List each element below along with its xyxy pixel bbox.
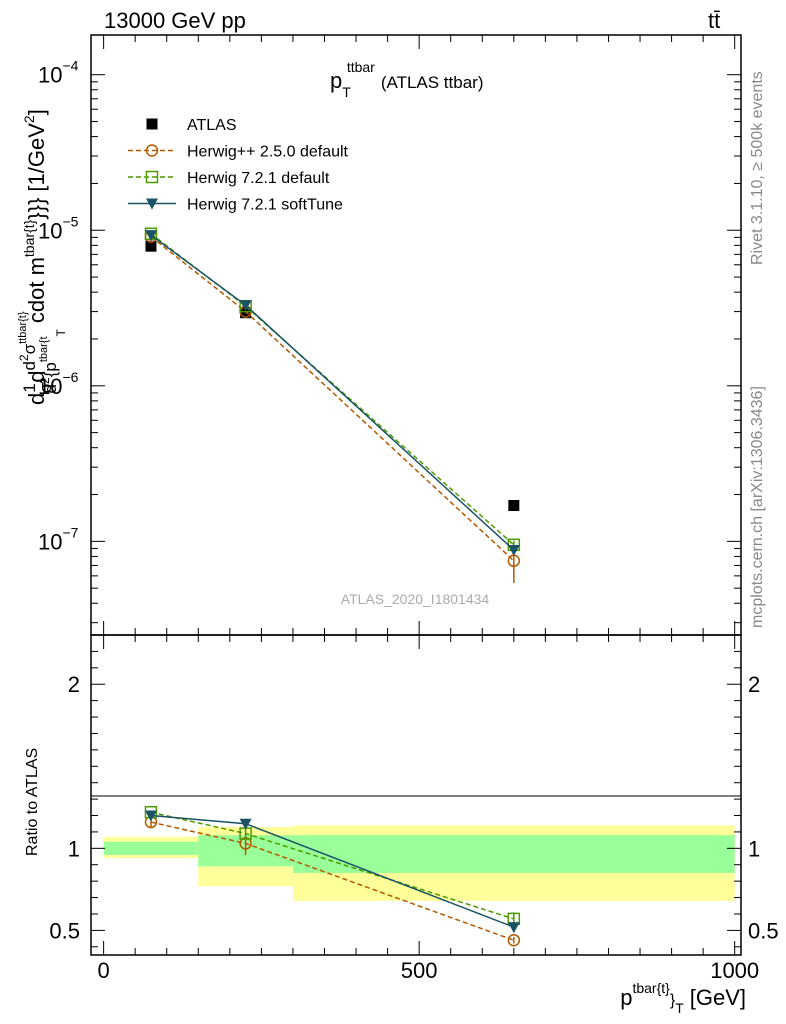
ratio-y-tick-label: 2 (68, 672, 80, 697)
main-plot-panel: 10−7 10−6 10−5 10−4 pTttbar(ATLAS ttbar) AT… (17, 34, 742, 636)
legend-entry-label: ATLAS (187, 117, 237, 134)
main-data-point (507, 544, 520, 556)
legend-marker (145, 144, 159, 157)
ratio-y-tick-label-right: 2 (748, 672, 760, 697)
main-y-tick-label: 10−6 (38, 369, 79, 399)
main-data-point (508, 500, 520, 512)
main-y-axis-label: d1σdd2σttbar{t}d2{ptbar{tTcdot mtbar{t}}… (17, 109, 68, 405)
legend-entry-label: Herwig 7.2.1 default (187, 170, 330, 187)
ratio-y-tick-label-right: 0.5 (748, 918, 779, 943)
ratio-data-point (507, 922, 520, 934)
main-series-line (150, 236, 515, 562)
main-data-point (239, 300, 252, 312)
x-tick-label: 0 (97, 958, 109, 983)
ratio-stat-uncertainty-band (292, 835, 735, 873)
process-label: tt̄ (708, 8, 720, 33)
legend-entry-label: Herwig++ 2.5.0 default (187, 144, 349, 161)
ratio-plot-frame (90, 634, 742, 956)
rivet-label: Rivet 3.1.10, ≥ 500k events (749, 71, 766, 265)
ratio-y-tick-label: 0.5 (49, 918, 80, 943)
energy-label: 13000 GeV pp (104, 8, 246, 33)
main-data-point (144, 230, 157, 242)
ratio-data-point (507, 933, 521, 947)
legend-entry-label: Herwig 7.2.1 softTune (187, 197, 343, 214)
legend-marker (146, 198, 158, 210)
main-y-tick-label: 10−7 (38, 524, 79, 554)
mcplots-label: mcplots.cern.ch [arXiv:1306.3436] (749, 386, 766, 628)
x-tick-label: 500 (401, 958, 438, 983)
x-axis-label: ptbar{t}}T [GeV] (620, 980, 746, 1016)
ratio-stat-uncertainty-band (103, 841, 199, 855)
main-y-tick-label: 10−5 (38, 213, 79, 243)
ratio-y-tick-label: 1 (68, 836, 80, 861)
ratio-data-point (144, 810, 157, 822)
analysis-watermark: ATLAS_2020_I1801434 (341, 591, 490, 607)
x-tick-label: 1000 (710, 958, 759, 983)
ratio-data-point (239, 818, 252, 830)
main-data-point (240, 307, 252, 319)
main-series-line (150, 234, 515, 551)
ratio-y-axis-label: Ratio to ATLAS (24, 748, 41, 856)
svg-text:d1σdd2σttbar{t}d2{ptbar{tTcdot: d1σdd2σttbar{t}d2{ptbar{tTcdot mtbar{t}}… (17, 109, 68, 405)
main-series-line (150, 233, 515, 546)
main-y-tick-label: 10−4 (38, 58, 79, 88)
legend: ATLAS Herwig++ 2.5.0 default Herwig 7.2.1 … (128, 117, 349, 214)
main-data-point (145, 240, 157, 252)
legend-marker (145, 170, 159, 184)
legend-marker (146, 118, 158, 130)
ratio-y-tick-label-right: 1 (748, 836, 760, 861)
ratio-plot-panel: 0.5 0.5 1 1 2 2 0 500 1000 Ratio to ATLAS ptbar… (24, 634, 779, 1016)
plot-title: pTttbar(ATLAS ttbar) (330, 59, 483, 100)
